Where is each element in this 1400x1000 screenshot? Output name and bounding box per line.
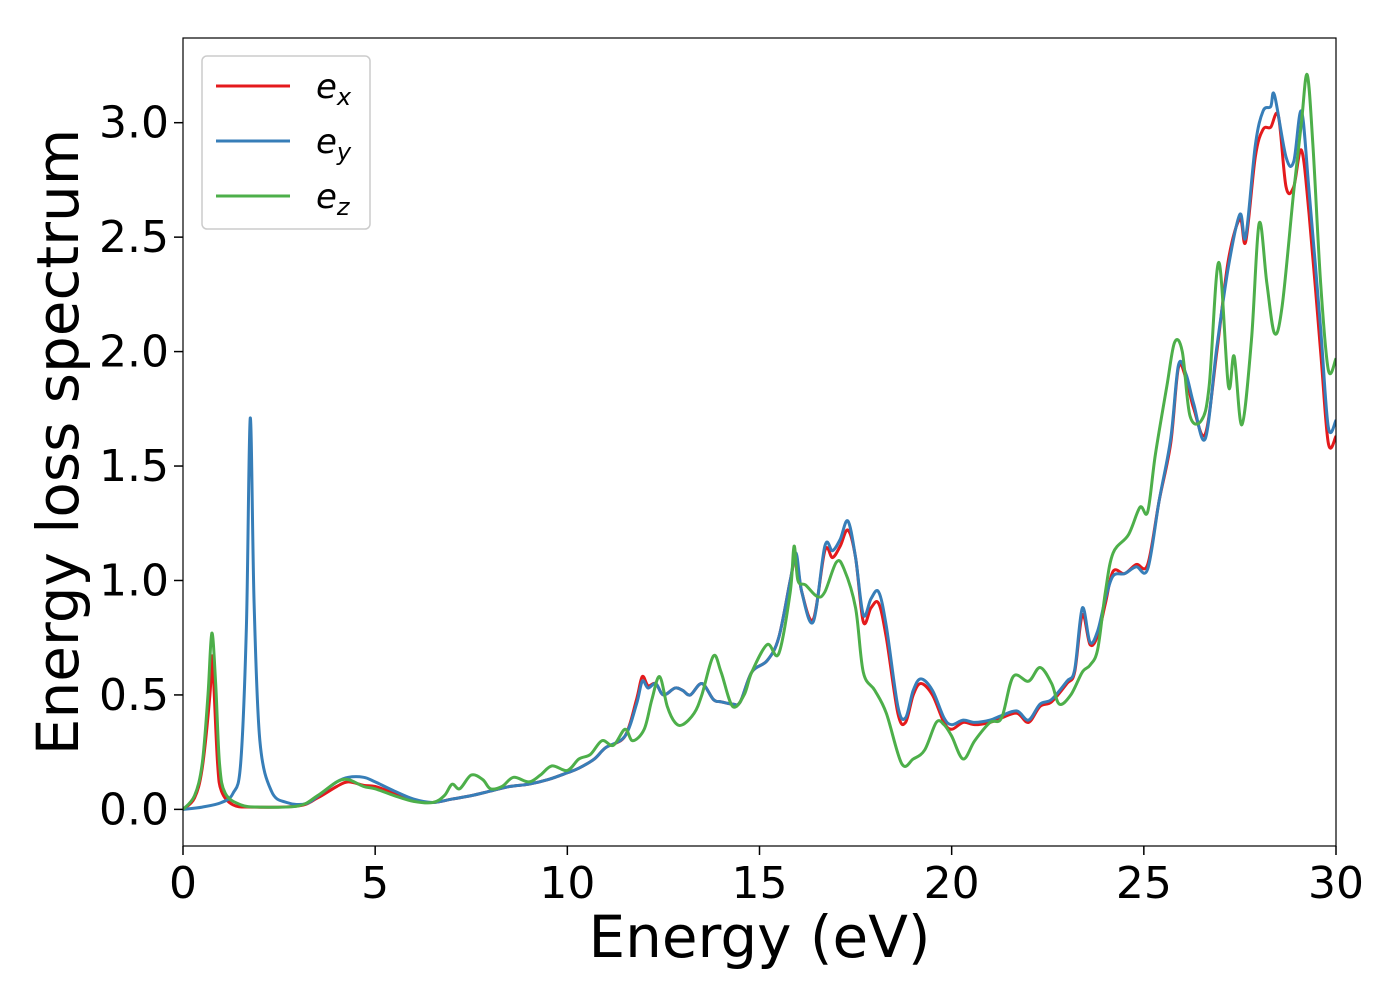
y-tick-label: 2.5 [99, 212, 169, 263]
y-tick-label: 0.0 [99, 784, 169, 835]
y-tick-label: 3.0 [99, 98, 169, 149]
y-axis-ticks: 0.0 0.5 1.0 1.5 2.0 2.5 3.0 [99, 98, 183, 835]
series-line-ez [183, 73, 1336, 811]
y-tick-label: 2.0 [99, 327, 169, 378]
y-tick-label: 1.5 [99, 441, 169, 492]
x-axis-label: Energy (eV) [588, 903, 930, 971]
legend-label: ex [316, 67, 352, 111]
x-tick-label: 10 [539, 858, 595, 909]
legend-label: ey [316, 122, 352, 166]
y-axis-label: Energy loss spectrum [24, 129, 92, 755]
legend-label: ez [316, 177, 351, 221]
legend: ex ey ez [201, 55, 371, 230]
plot-series [183, 73, 1336, 811]
x-tick-label: 25 [1116, 858, 1172, 909]
x-axis-ticks: 0 5 10 15 20 25 30 [169, 846, 1364, 909]
x-tick-label: 5 [361, 858, 389, 909]
y-tick-label: 1.0 [99, 555, 169, 606]
y-tick-label: 0.5 [99, 670, 169, 721]
x-tick-label: 0 [169, 858, 197, 909]
x-tick-label: 20 [924, 858, 980, 909]
x-tick-label: 30 [1308, 858, 1364, 909]
x-tick-label: 15 [732, 858, 788, 909]
